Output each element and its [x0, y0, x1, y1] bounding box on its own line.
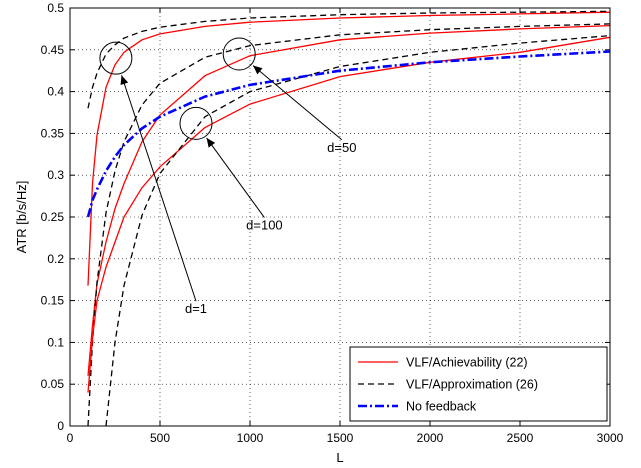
annotation-arrowhead — [206, 137, 216, 148]
series-line — [87, 10, 611, 109]
annotation-label: d=1 — [185, 301, 207, 316]
annotation-circle — [222, 37, 256, 71]
series-line — [87, 36, 611, 393]
y-tick-label: 0.15 — [41, 294, 65, 308]
legend-label: VLF/Approximation (26) — [406, 378, 538, 392]
series-line — [105, 34, 611, 427]
x-tick-label: 2000 — [417, 431, 444, 445]
y-tick-label: 0.2 — [47, 252, 64, 266]
annotation-arrowhead — [253, 65, 263, 75]
x-tick-label: 500 — [150, 431, 170, 445]
series-line — [87, 23, 611, 427]
series-line — [87, 11, 611, 286]
plot-frame — [69, 7, 611, 427]
annotation-circle — [99, 41, 133, 75]
annotation-arrow — [252, 65, 343, 141]
y-tick-label: 0.45 — [41, 43, 65, 57]
annotation-arrow — [121, 75, 197, 302]
legend-label: VLF/Achievability (22) — [406, 356, 528, 370]
y-tick-label: 0.1 — [47, 335, 64, 349]
x-axis-label: L — [336, 450, 343, 465]
legend-label: No feedback — [406, 400, 477, 414]
y-tick-label: 0.4 — [47, 85, 64, 99]
annotation-arrow — [206, 137, 265, 218]
x-tick-label: 2500 — [507, 431, 534, 445]
legend: VLF/Achievability (22) VLF/Approximation … — [349, 346, 608, 422]
y-tick-label: 0.05 — [41, 377, 65, 391]
annotation-label: d=100 — [246, 218, 283, 233]
x-tick-label: 0 — [67, 431, 74, 445]
y-tick-label: 0.35 — [41, 126, 65, 140]
annotation-arrowhead — [120, 75, 129, 86]
y-tick-label: 0.25 — [41, 210, 65, 224]
annotation-circle — [179, 106, 213, 140]
x-tick-label: 1000 — [237, 431, 264, 445]
y-tick-label: 0.5 — [47, 1, 64, 15]
series-line — [87, 24, 611, 376]
axis-ticks: 0 500 1000 1500 2000 2500 3000 0 0.05 0.1 0.15 0.2 0… — [41, 1, 624, 445]
y-tick-label: 0 — [57, 419, 64, 433]
y-axis-label: ATR [b/s/Hz] — [14, 181, 29, 254]
x-tick-label: 3000 — [597, 431, 624, 445]
series-layer — [86, 10, 611, 427]
x-tick-label: 1500 — [327, 431, 354, 445]
annotations: d=1 d=50 d=100 — [99, 37, 356, 316]
y-tick-label: 0.3 — [47, 168, 64, 182]
annotation-label: d=50 — [327, 140, 356, 155]
